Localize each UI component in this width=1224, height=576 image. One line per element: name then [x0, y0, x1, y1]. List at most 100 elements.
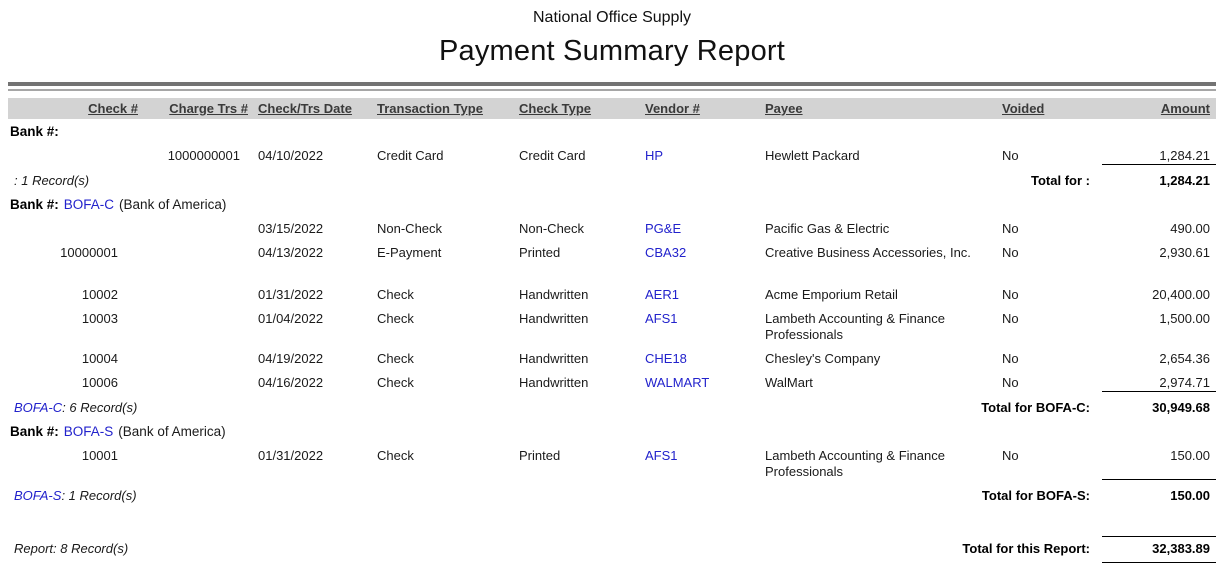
- cell-payee: Acme Emporium Retail: [765, 287, 898, 302]
- cell-check-type: Handwritten: [519, 287, 589, 302]
- cell-check-number: 10004: [81, 351, 118, 366]
- payment-row: 10001 01/31/2022 Check Printed AFS1 Lamb…: [8, 443, 1216, 483]
- vendor-number-link[interactable]: PG&E: [645, 221, 682, 236]
- cell-voided: No: [1002, 148, 1019, 163]
- cell-check-trs-date: 04/13/2022: [258, 245, 324, 260]
- cell-charge-trs-number: [138, 287, 248, 303]
- report-total-amount: 32,383.89: [1102, 536, 1216, 563]
- bank-group-header: Bank #: BOFA-C (Bank of America): [8, 192, 1216, 216]
- cell-voided: No: [1002, 351, 1019, 366]
- cell-transaction-type: Credit Card: [377, 148, 444, 163]
- bank-label: Bank #:: [10, 124, 59, 139]
- bank-label: Bank #:: [10, 424, 59, 439]
- col-amount: Amount: [1160, 101, 1210, 116]
- vendor-number-link[interactable]: CHE18: [645, 351, 687, 366]
- cell-amount: 1,284.21: [1102, 148, 1216, 165]
- cell-check-type: Handwritten: [519, 311, 589, 326]
- group-total-amount: 150.00: [1170, 488, 1210, 503]
- cell-transaction-type: Check: [377, 448, 414, 463]
- cell-check-type: Handwritten: [519, 375, 589, 390]
- cell-payee: Chesley's Company: [765, 351, 881, 366]
- vendor-number-link[interactable]: AER1: [645, 287, 679, 302]
- cell-voided: No: [1002, 287, 1019, 302]
- payment-row: 10003 01/04/2022 Check Handwritten AFS1 …: [8, 306, 1216, 346]
- cell-check-number: 10002: [81, 287, 118, 302]
- cell-amount: 20,400.00: [1152, 287, 1210, 302]
- cell-payee: Lambeth Accounting & Finance Professiona…: [765, 311, 945, 342]
- bank-code-link[interactable]: BOFA-C: [63, 197, 115, 212]
- payment-row: 10000001 04/13/2022 E-Payment Printed CB…: [8, 240, 1216, 264]
- payment-row: 10002 01/31/2022 Check Handwritten AER1 …: [8, 282, 1216, 306]
- cell-check-trs-date: 04/10/2022: [258, 148, 324, 163]
- cell-check-type: Handwritten: [519, 351, 589, 366]
- cell-transaction-type: E-Payment: [377, 245, 442, 260]
- group-summary-row: BOFA-C: 6 Record(s) Total for BOFA-C: 30…: [8, 395, 1216, 419]
- page-title: Payment Summary Report: [438, 35, 786, 67]
- col-check-number: Check #: [88, 101, 138, 116]
- group-record-count: BOFA-S: 1 Record(s): [8, 488, 137, 504]
- cell-transaction-type: Check: [377, 351, 414, 366]
- cell-voided: No: [1002, 245, 1019, 260]
- cell-check-type: Printed: [519, 245, 561, 260]
- cell-charge-trs-number: [138, 448, 248, 480]
- report-total-label: Total for this Report:: [962, 541, 1090, 556]
- group-summary-row: BOFA-S: 1 Record(s) Total for BOFA-S: 15…: [8, 483, 1216, 507]
- col-charge-trs-number: Charge Trs #: [169, 101, 248, 116]
- cell-amount: 490.00: [1170, 221, 1210, 236]
- company-name: National Office Supply: [532, 9, 691, 26]
- cell-check-number: 10001: [81, 448, 118, 463]
- cell-payee: Hewlett Packard: [765, 148, 860, 163]
- group-record-count: : 1 Record(s): [8, 173, 89, 189]
- group-summary-row: : 1 Record(s) Total for : 1,284.21: [8, 168, 1216, 192]
- cell-charge-trs-number: [138, 245, 248, 261]
- bank-group-header: Bank #:: [8, 119, 1216, 143]
- cell-transaction-type: Non-Check: [377, 221, 443, 236]
- bank-name: (Bank of America): [118, 424, 226, 439]
- col-check-type: Check Type: [519, 101, 592, 116]
- cell-charge-trs-number: 1000000001: [167, 148, 240, 163]
- report-record-count: Report: 8 Record(s): [14, 541, 129, 556]
- vendor-number-link[interactable]: HP: [645, 148, 664, 163]
- col-transaction-type: Transaction Type: [377, 101, 483, 116]
- group-total-amount: 1,284.21: [1159, 173, 1210, 188]
- cell-check-trs-date: 01/04/2022: [258, 311, 324, 326]
- cell-check-number: [8, 148, 138, 165]
- cell-charge-trs-number: [138, 375, 248, 392]
- cell-payee: WalMart: [765, 375, 813, 390]
- cell-charge-trs-number: [138, 311, 248, 343]
- record-count-text: : 1 Record(s): [14, 173, 90, 188]
- report-summary-row: Report: 8 Record(s) Total for this Repor…: [8, 531, 1216, 563]
- col-check-trs-date: Check/Trs Date: [258, 101, 352, 116]
- column-header-row: Check # Charge Trs # Check/Trs Date Tran…: [8, 98, 1216, 119]
- vendor-number-link[interactable]: CBA32: [645, 245, 687, 260]
- cell-amount: 2,930.61: [1159, 245, 1210, 260]
- col-vendor-number: Vendor #: [645, 101, 700, 116]
- cell-voided: No: [1002, 221, 1019, 236]
- bank-code-ref[interactable]: BOFA-C: [14, 400, 63, 415]
- vendor-number-link[interactable]: AFS1: [645, 448, 678, 463]
- col-payee: Payee: [765, 101, 803, 116]
- report-page: National Office Supply Payment Summary R…: [0, 8, 1224, 563]
- cell-check-number: 10000001: [60, 245, 118, 260]
- cell-charge-trs-number: [138, 221, 248, 237]
- col-voided: Voided: [1002, 101, 1045, 116]
- cell-check-number: [8, 221, 138, 237]
- cell-voided: No: [1002, 311, 1019, 326]
- payment-row: 10004 04/19/2022 Check Handwritten CHE18…: [8, 346, 1216, 370]
- cell-charge-trs-number: [138, 351, 248, 367]
- group-total-label: Total for BOFA-S:: [981, 488, 1090, 503]
- bank-name: (Bank of America): [119, 197, 227, 212]
- payment-row: 03/15/2022 Non-Check Non-Check PG&E Paci…: [8, 216, 1216, 240]
- bank-group-header: Bank #: BOFA-S (Bank of America): [8, 419, 1216, 443]
- cell-amount: 150.00: [1102, 448, 1216, 480]
- group-record-count: BOFA-C: 6 Record(s): [8, 400, 137, 416]
- record-count-text: : 1 Record(s): [61, 488, 137, 503]
- bank-code-ref[interactable]: BOFA-S: [14, 488, 62, 503]
- vendor-number-link[interactable]: AFS1: [645, 311, 678, 326]
- group-total-label: Total for :: [1031, 173, 1090, 188]
- cell-amount: 1,500.00: [1159, 311, 1210, 326]
- bank-code-link[interactable]: BOFA-S: [63, 424, 114, 439]
- vendor-number-link[interactable]: WALMART: [645, 375, 710, 390]
- cell-check-trs-date: 01/31/2022: [258, 448, 324, 463]
- cell-transaction-type: Check: [377, 311, 414, 326]
